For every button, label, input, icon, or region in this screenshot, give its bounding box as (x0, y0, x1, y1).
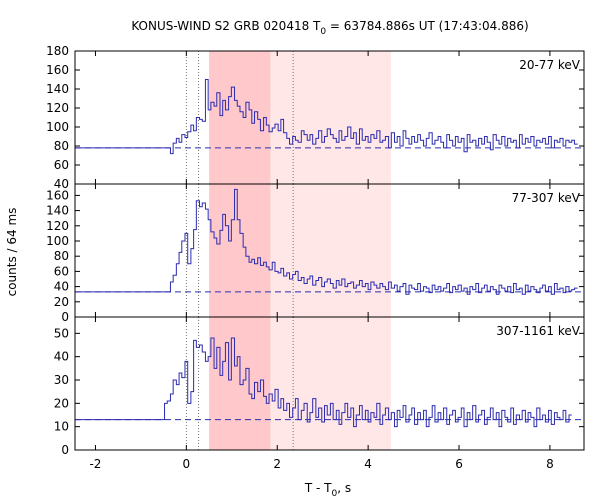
chart-title: KONUS-WIND S2 GRB 020418 T0 = 63784.886s… (131, 19, 528, 37)
y-tick-label: 120 (46, 219, 69, 233)
chart-title-subscript: 0 (320, 27, 326, 37)
shaded-interval-1 (209, 184, 271, 317)
panel-energy-label: 20-77 keV (519, 58, 581, 72)
x-tick-label: -2 (89, 457, 101, 471)
y-tick-label: 20 (54, 295, 69, 309)
light-curve-series (75, 188, 578, 295)
x-axis-label-rest: , s (337, 481, 351, 495)
y-tick-label: 80 (54, 249, 69, 263)
x-tick-label: 6 (455, 457, 463, 471)
y-tick-label: 20 (54, 396, 69, 410)
x-tick-label: 8 (546, 457, 554, 471)
y-tick-label: 40 (54, 280, 69, 294)
y-tick-label: 40 (54, 350, 69, 364)
shaded-interval-2 (270, 317, 391, 450)
y-tick-label: 0 (61, 443, 69, 457)
y-tick-label: 140 (46, 204, 69, 218)
x-axis-label-main: T - T (304, 481, 332, 495)
light-curve-series (75, 79, 578, 155)
y-tick-label: 160 (46, 63, 69, 77)
y-tick-label: 50 (54, 326, 69, 340)
y-tick-label: 180 (46, 44, 69, 58)
y-tick-label: 60 (54, 158, 69, 172)
y-tick-label: 60 (54, 264, 69, 278)
y-tick-label: 160 (46, 188, 69, 202)
y-tick-label: 0 (61, 310, 69, 324)
x-tick-label: 0 (183, 457, 191, 471)
shaded-interval-2 (270, 184, 391, 317)
panel-frame (74, 316, 585, 451)
y-tick-label: 40 (54, 177, 69, 191)
panel-3: 0 10 20 30 40 50 307-1161 keV (54, 316, 585, 457)
y-tick-label: 80 (54, 139, 69, 153)
y-tick-label: 100 (46, 234, 69, 248)
chart-title-rest: = 63784.886s UT (17:43:04.886) (326, 19, 529, 33)
y-axis-label: counts / 64 ms (5, 208, 19, 297)
y-tick-label: 30 (54, 373, 69, 387)
x-tick-label: 4 (364, 457, 372, 471)
y-tick-label: 100 (46, 120, 69, 134)
panel-1: 40 60 80 100 120 140 160 180 20-77 keV (46, 44, 585, 191)
y-tick-label: 140 (46, 82, 69, 96)
shaded-interval-2 (270, 51, 391, 184)
x-axis-label-subscript: 0 (332, 489, 338, 499)
chart-title-main: KONUS-WIND S2 GRB 020418 T (131, 19, 321, 33)
shaded-interval-1 (209, 51, 271, 184)
x-tick-label: 2 (273, 457, 281, 471)
panel-energy-label: 77-307 keV (512, 191, 581, 205)
panel-energy-label: 307-1161 keV (496, 324, 580, 338)
light-curve-series (75, 337, 572, 428)
y-tick-label: 10 (54, 420, 69, 434)
x-axis-label: T - T0, s (304, 481, 351, 499)
y-tick-label: 120 (46, 101, 69, 115)
